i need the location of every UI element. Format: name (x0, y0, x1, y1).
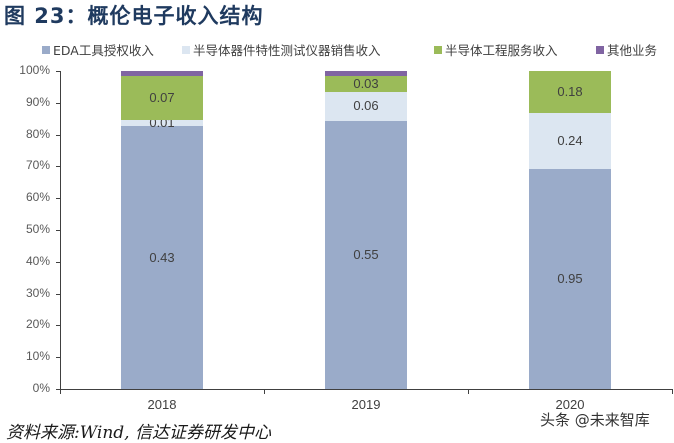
y-tick-mark (56, 71, 60, 72)
bar-segment-2 (121, 76, 203, 121)
bar-segment-0 (325, 120, 407, 389)
y-tick-label: 40% (25, 253, 50, 268)
bar-segment-0 (121, 126, 203, 389)
legend-label-instrument: 半导体器件特性测试仪器销售收入 (193, 43, 381, 58)
bar-2019: 0.55 0.06 0.03 (325, 71, 407, 389)
y-tick-label: 100% (19, 63, 50, 77)
bar-segment-1 (529, 112, 611, 169)
x-tick-mark (60, 389, 61, 394)
y-tick-label: 60% (25, 190, 50, 205)
legend-label-other: 其他业务 (607, 43, 658, 58)
y-tick-label: 10% (25, 349, 50, 364)
y-tick-label: 70% (25, 158, 50, 173)
x-tick-mark (264, 389, 265, 394)
y-tick-mark (56, 134, 60, 136)
data-label: 0.95 (557, 270, 583, 286)
bar-segment-0 (529, 168, 611, 389)
y-tick-mark (56, 198, 60, 200)
x-tick-label: 2018 (147, 397, 177, 412)
x-tick-label: 2019 (351, 397, 381, 412)
y-tick-label: 50% (25, 222, 50, 236)
legend-label-service: 半导体工程服务收入 (445, 43, 558, 58)
bar-segment-1 (121, 120, 203, 126)
data-label: 0.55 (353, 246, 379, 262)
legend-swatch-service (434, 45, 442, 54)
bar-segment-2 (529, 71, 611, 113)
y-tick-mark (56, 357, 60, 359)
legend-swatch-other (596, 45, 604, 54)
y-tick-label: 30% (25, 285, 50, 300)
data-label: 0.07 (149, 90, 175, 106)
bar-segment-3 (121, 71, 203, 77)
y-tick-mark (56, 166, 60, 168)
y-tick-mark (56, 102, 60, 104)
y-tick-mark (56, 325, 60, 327)
legend-item-eda: EDA工具授权收入 (42, 40, 154, 59)
y-tick-mark (56, 389, 60, 390)
legend-swatch-eda (42, 45, 50, 54)
y-tick-label: 80% (25, 126, 50, 141)
y-tick-label: 90% (25, 94, 50, 109)
y-tick-mark (56, 261, 60, 263)
bar-2020: 0.95 0.24 0.18 (529, 71, 611, 389)
figure-title: 图 23：概伦电子收入结构 (4, 4, 264, 28)
data-label: 0.24 (557, 132, 583, 148)
watermark: 头条 @未来智库 (540, 411, 650, 429)
chart-legend: EDA工具授权收入 半导体器件特性测试仪器销售收入 半导体工程服务收入 其他业务 (0, 40, 674, 60)
legend-swatch-instrument (182, 45, 190, 54)
legend-item-other: 其他业务 (596, 40, 657, 59)
y-axis-line (60, 71, 61, 390)
data-label: 0.43 (149, 249, 175, 265)
bar-segment-2 (325, 76, 407, 92)
y-tick-label: 0% (32, 381, 50, 395)
y-tick-label: 20% (25, 317, 50, 332)
x-tick-mark (672, 389, 673, 394)
data-label: 0.18 (557, 83, 583, 99)
x-tick-mark (468, 389, 469, 394)
source-note: 资料来源:Wind, 信达证券研发中心 (6, 423, 271, 443)
data-label: 0.03 (353, 76, 379, 92)
bar-segment-3 (325, 71, 407, 77)
data-label: 0.06 (353, 98, 379, 114)
y-tick-mark (56, 293, 60, 295)
x-tick-label: 2020 (555, 397, 585, 412)
y-tick-mark (56, 230, 60, 231)
bar-2018: 0.43 0.01 0.07 (121, 71, 203, 389)
legend-label-eda: EDA工具授权收入 (53, 43, 154, 58)
x-axis-line (60, 389, 672, 390)
bar-segment-1 (325, 91, 407, 121)
legend-item-instrument: 半导体器件特性测试仪器销售收入 (182, 40, 381, 59)
legend-item-service: 半导体工程服务收入 (434, 40, 558, 59)
